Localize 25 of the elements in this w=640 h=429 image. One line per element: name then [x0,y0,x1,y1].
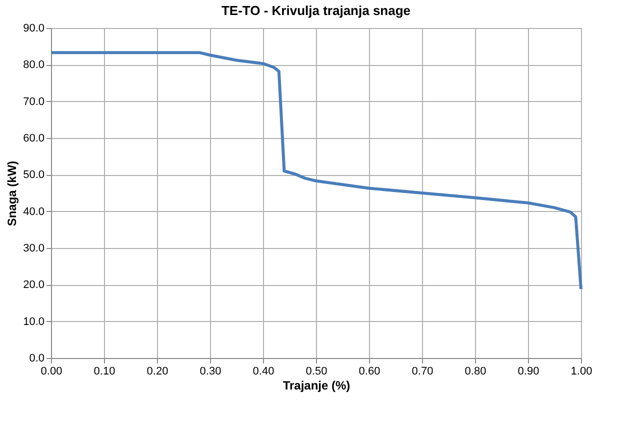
y-tick-label: 40.0 [23,206,44,218]
y-tick-label: 60.0 [23,132,44,144]
x-tick-label: 0.00 [40,366,62,378]
y-tick-label: 80.0 [23,59,44,72]
y-tick-label: 50.0 [23,169,44,182]
x-axis-title: Trajanje (%) [282,378,350,392]
y-tick-label: 90.0 [23,22,44,34]
x-tick-label: 0.80 [464,366,486,378]
x-tick-label: 0.60 [358,366,380,378]
x-tick-label: 0.30 [200,366,222,378]
y-tick-label: 10.0 [23,316,44,328]
y-tick-label: 0.0 [29,352,44,364]
x-tick-label: 1.00 [570,366,592,378]
chart-title: TE-TO - Krivulja trajanja snage [221,3,411,18]
line-series [50,51,582,291]
x-tick-label: 0.20 [146,366,168,378]
y-tick-label: 20.0 [23,279,44,292]
y-axis-title: Snaga (kW) [5,160,20,226]
x-tick-label: 0.10 [94,366,116,378]
y-tick-label: 30.0 [23,242,44,254]
x-tick-label: 0.90 [518,366,540,378]
y-tick-label: 70.0 [23,96,44,108]
x-tick-label: 0.70 [412,366,434,378]
x-tick-label: 0.50 [306,366,328,378]
x-tick-label: 0.40 [252,366,274,378]
